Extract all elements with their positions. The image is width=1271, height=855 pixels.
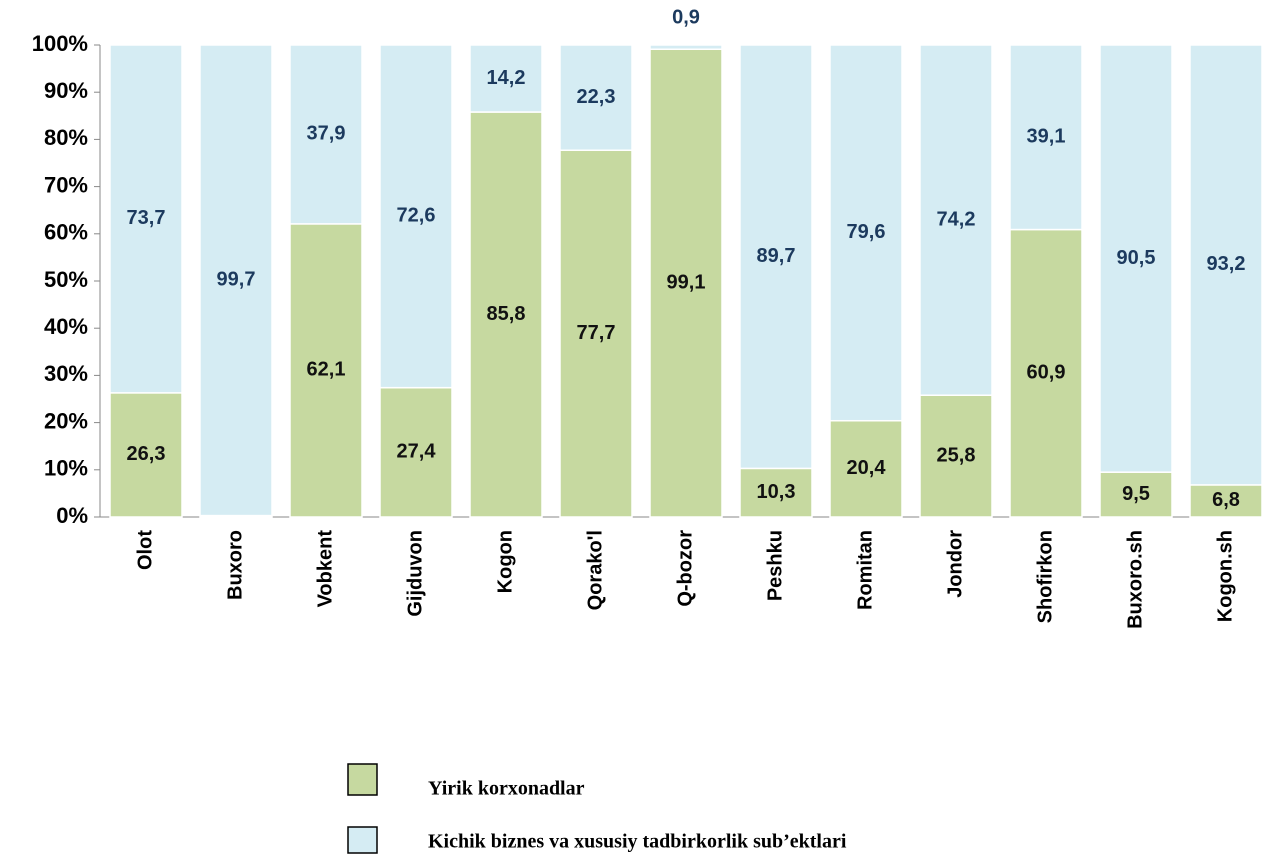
value-label: 22,3 [577, 86, 616, 108]
y-tick-label: 50% [44, 267, 88, 292]
x-tick-label: Q-bozor [674, 530, 696, 607]
x-tick-label: Qorako'l [584, 530, 606, 610]
value-label: 99,1 [667, 271, 706, 293]
value-label: 99,7 [217, 269, 256, 291]
bar-segment [919, 44, 993, 396]
value-label: 14,2 [487, 67, 526, 89]
value-label: 62,1 [307, 359, 346, 381]
y-tick-label: 90% [44, 78, 88, 103]
bar-segment [1099, 471, 1173, 518]
value-label: 73,7 [127, 207, 166, 229]
x-tick-label: Buxoro [224, 530, 246, 600]
bar-segment [829, 419, 903, 518]
bar-segment [109, 44, 183, 394]
bar-segment [379, 386, 453, 518]
value-label: 85,8 [487, 303, 526, 325]
legend-swatch [347, 826, 378, 854]
value-label: 27,4 [397, 441, 437, 463]
bar-segment [559, 44, 633, 152]
bar-segment [919, 394, 993, 518]
legend-label: Kichik biznes va xususiy tadbirkorlik su… [428, 831, 847, 853]
bar-segment [1009, 44, 1083, 231]
bar-segment [1189, 484, 1263, 518]
x-tick-label: Buxoro.sh [1124, 530, 1146, 629]
bar-segment [199, 44, 273, 517]
x-tick-label: Gijduvon [404, 530, 426, 617]
bar-segment [1189, 44, 1263, 486]
y-tick-label: 80% [44, 125, 88, 150]
bar-segment [469, 44, 543, 113]
bar-segment [1009, 228, 1083, 518]
x-tick-label: Jondor [944, 530, 966, 598]
bar-segment [649, 48, 723, 518]
x-tick-label: Kogon [494, 530, 516, 593]
value-label: 6,8 [1212, 489, 1240, 511]
value-label: 10,3 [757, 481, 796, 503]
value-label: 77,7 [577, 322, 616, 344]
bar-segment [289, 223, 363, 518]
bar-segment [739, 467, 813, 518]
value-label: 26,3 [127, 443, 166, 465]
y-tick-label: 100% [32, 31, 88, 56]
x-tick-label: Romitan [854, 530, 876, 610]
bar-segment [289, 44, 363, 225]
legend-swatch [347, 763, 378, 796]
y-tick-label: 70% [44, 172, 88, 197]
y-tick-label: 30% [44, 361, 88, 386]
value-label: 74,2 [937, 208, 976, 230]
value-label: 90,5 [1117, 247, 1156, 269]
y-tick-label: 40% [44, 314, 88, 339]
bar-segment [739, 44, 813, 470]
value-label: 72,6 [397, 205, 436, 227]
x-tick-label: Shofirkon [1034, 530, 1056, 623]
x-tick-label: Olot [134, 530, 156, 570]
x-tick-label: Kogon.sh [1214, 530, 1236, 622]
value-label: 25,8 [937, 444, 976, 466]
value-label: 0,9 [672, 6, 700, 28]
bar-segment [829, 44, 903, 422]
bar-segment [1099, 44, 1173, 473]
bar-segment [109, 392, 183, 518]
value-label: 37,9 [307, 123, 346, 145]
value-label: 60,9 [1027, 362, 1066, 384]
y-tick-label: 10% [44, 456, 88, 481]
x-tick-label: Peshku [764, 530, 786, 601]
bar-segment [649, 44, 723, 50]
value-label: 20,4 [847, 457, 887, 479]
bar-segment [559, 149, 633, 518]
value-label: 79,6 [847, 221, 886, 243]
y-tick-label: 60% [44, 220, 88, 245]
value-label: 93,2 [1207, 253, 1246, 275]
value-label: 9,5 [1122, 483, 1150, 505]
y-tick-label: 0% [56, 503, 88, 528]
legend-label: Yirik korxonadlar [428, 778, 585, 800]
value-label: 39,1 [1027, 126, 1066, 148]
x-tick-label: Vobkent [314, 530, 336, 608]
bar-segment [379, 44, 453, 389]
value-label: 89,7 [757, 245, 796, 267]
y-tick-label: 20% [44, 408, 88, 433]
